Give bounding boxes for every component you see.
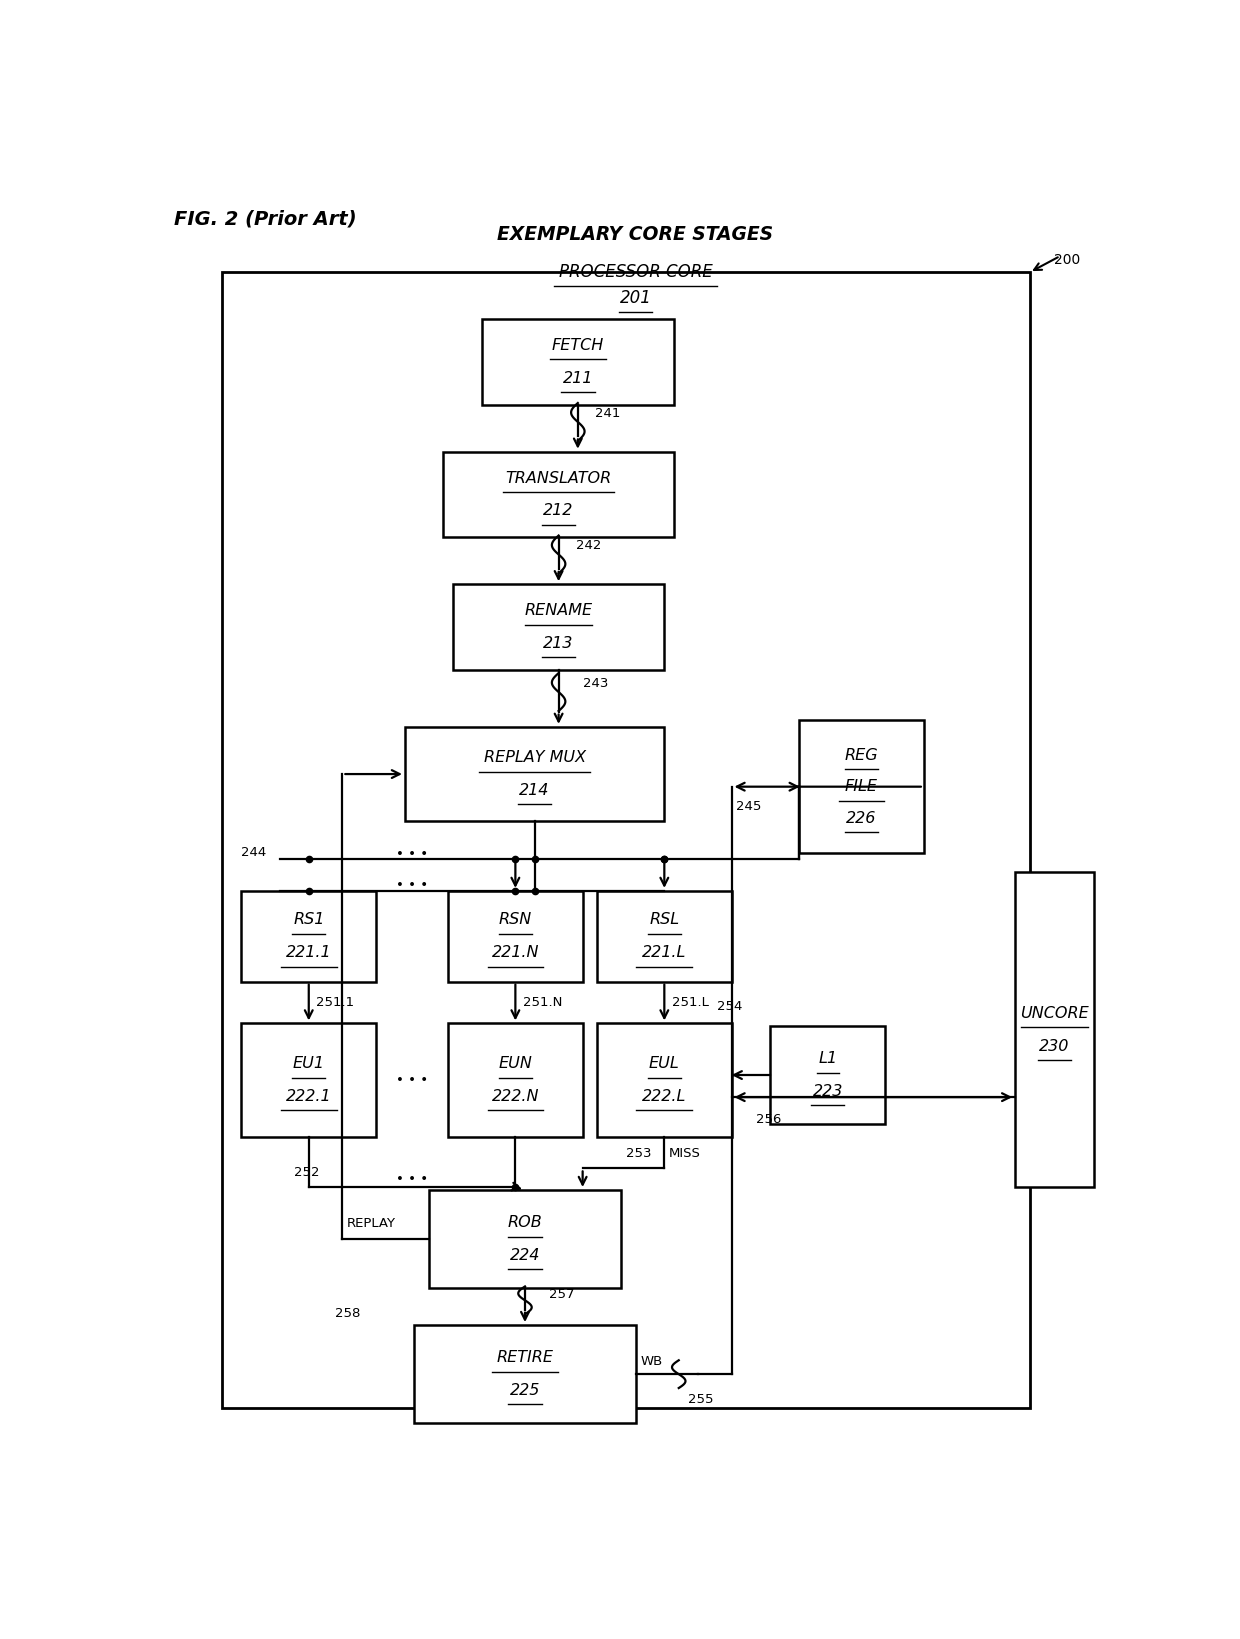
Text: 226: 226 bbox=[846, 811, 877, 826]
Text: FETCH: FETCH bbox=[552, 338, 604, 352]
Text: 241: 241 bbox=[595, 406, 620, 420]
Text: 253: 253 bbox=[626, 1147, 651, 1160]
Bar bbox=[404, 726, 665, 821]
Text: 223: 223 bbox=[812, 1083, 843, 1100]
Text: FILE: FILE bbox=[844, 779, 878, 795]
Bar bbox=[414, 1324, 635, 1423]
Text: REG: REG bbox=[844, 747, 878, 762]
Text: 251.L: 251.L bbox=[672, 997, 709, 1010]
Text: 244: 244 bbox=[242, 846, 267, 859]
Bar bbox=[596, 892, 732, 982]
Text: 245: 245 bbox=[737, 800, 761, 813]
Text: 221.N: 221.N bbox=[491, 946, 539, 960]
Bar bbox=[242, 1023, 376, 1137]
Text: FIG. 2 (Prior Art): FIG. 2 (Prior Art) bbox=[174, 210, 357, 229]
Text: 212: 212 bbox=[543, 503, 574, 518]
Text: RSN: RSN bbox=[498, 913, 532, 928]
Text: 213: 213 bbox=[543, 636, 574, 651]
Text: 200: 200 bbox=[1054, 252, 1080, 267]
Text: 222.1: 222.1 bbox=[286, 1088, 331, 1105]
Text: 251.1: 251.1 bbox=[316, 997, 355, 1010]
Bar bbox=[448, 1023, 583, 1137]
Text: 201: 201 bbox=[620, 288, 651, 306]
Text: 222.L: 222.L bbox=[642, 1088, 687, 1105]
Text: REPLAY MUX: REPLAY MUX bbox=[484, 751, 585, 765]
Text: UNCORE: UNCORE bbox=[1021, 1006, 1089, 1021]
Bar bbox=[222, 272, 1029, 1408]
Text: 211: 211 bbox=[563, 370, 593, 385]
Text: MISS: MISS bbox=[670, 1147, 701, 1160]
Text: TRANSLATOR: TRANSLATOR bbox=[506, 470, 611, 485]
Text: RSL: RSL bbox=[650, 913, 680, 928]
Bar bbox=[448, 892, 583, 982]
Text: EU1: EU1 bbox=[293, 1056, 325, 1072]
Bar bbox=[242, 892, 376, 982]
Bar bbox=[444, 452, 675, 538]
Text: ROB: ROB bbox=[507, 1214, 542, 1231]
Text: WB: WB bbox=[640, 1355, 662, 1369]
Text: RENAME: RENAME bbox=[525, 603, 593, 618]
Text: 225: 225 bbox=[510, 1383, 541, 1398]
Text: 221.L: 221.L bbox=[642, 946, 687, 960]
Text: 222.N: 222.N bbox=[491, 1088, 539, 1105]
Text: EUN: EUN bbox=[498, 1056, 532, 1072]
Text: 242: 242 bbox=[575, 539, 601, 552]
Text: 214: 214 bbox=[520, 783, 549, 798]
Text: 257: 257 bbox=[549, 1288, 574, 1300]
Text: 258: 258 bbox=[335, 1306, 360, 1319]
Text: 224: 224 bbox=[510, 1247, 541, 1264]
Bar bbox=[429, 1190, 621, 1288]
Bar bbox=[596, 1023, 732, 1137]
Bar bbox=[1016, 872, 1094, 1187]
Text: RETIRE: RETIRE bbox=[496, 1351, 553, 1365]
Text: • • •: • • • bbox=[396, 879, 428, 892]
Text: RS1: RS1 bbox=[293, 913, 325, 928]
Text: 256: 256 bbox=[755, 1113, 781, 1126]
Text: 243: 243 bbox=[583, 677, 608, 690]
Text: 255: 255 bbox=[688, 1393, 714, 1406]
Text: 252: 252 bbox=[294, 1165, 320, 1178]
Bar bbox=[770, 1026, 885, 1124]
Bar bbox=[453, 583, 665, 670]
Text: PROCESSOR CORE: PROCESSOR CORE bbox=[559, 264, 712, 282]
Text: • • •: • • • bbox=[396, 847, 428, 860]
Text: EXEMPLARY CORE STAGES: EXEMPLARY CORE STAGES bbox=[497, 225, 774, 244]
Bar bbox=[799, 721, 924, 852]
Text: 254: 254 bbox=[717, 1000, 743, 1013]
Text: EUL: EUL bbox=[649, 1056, 680, 1072]
Text: L1: L1 bbox=[818, 1051, 837, 1065]
Text: 251.N: 251.N bbox=[523, 997, 563, 1010]
Text: 230: 230 bbox=[1039, 1039, 1070, 1054]
Bar bbox=[481, 320, 675, 405]
Text: 221.1: 221.1 bbox=[286, 946, 331, 960]
Text: REPLAY: REPLAY bbox=[347, 1218, 397, 1231]
Text: • • •: • • • bbox=[396, 1174, 428, 1187]
Text: • • •: • • • bbox=[396, 1074, 428, 1087]
